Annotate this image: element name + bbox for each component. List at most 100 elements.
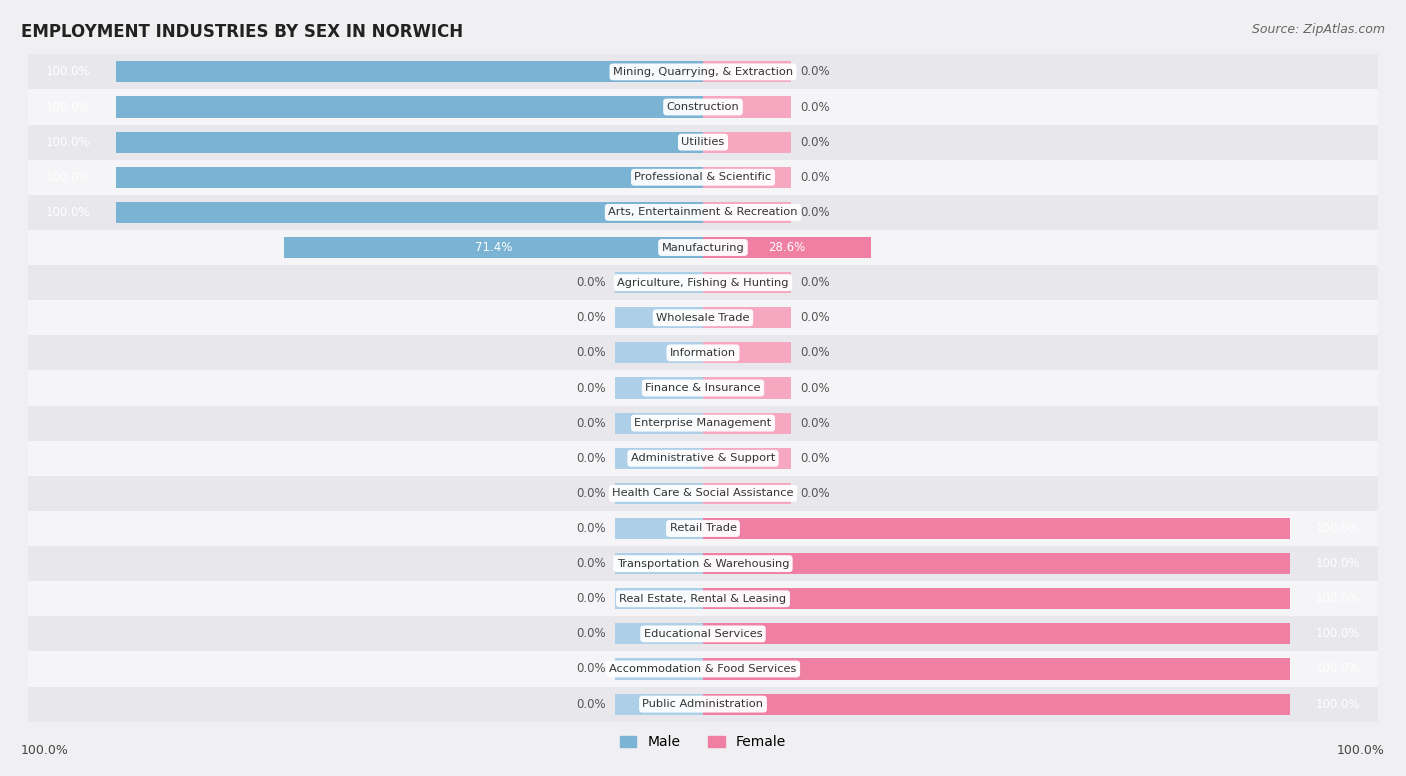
Text: 100.0%: 100.0% <box>1316 592 1360 605</box>
Bar <box>614 483 703 504</box>
Legend: Male, Female: Male, Female <box>614 729 792 755</box>
Bar <box>703 202 792 223</box>
Bar <box>614 553 703 574</box>
Text: 0.0%: 0.0% <box>800 346 830 359</box>
Bar <box>703 483 792 504</box>
Text: 0.0%: 0.0% <box>800 276 830 289</box>
Bar <box>117 132 703 153</box>
Bar <box>28 687 1378 722</box>
Text: 0.0%: 0.0% <box>800 487 830 500</box>
Bar <box>703 342 792 363</box>
Bar <box>28 300 1378 335</box>
Text: 0.0%: 0.0% <box>800 452 830 465</box>
Text: Real Estate, Rental & Leasing: Real Estate, Rental & Leasing <box>620 594 786 604</box>
Text: 100.0%: 100.0% <box>1316 698 1360 711</box>
Text: 0.0%: 0.0% <box>800 101 830 113</box>
Bar <box>28 511 1378 546</box>
Bar <box>703 167 792 188</box>
Bar <box>614 377 703 399</box>
Bar <box>117 96 703 117</box>
Bar <box>117 202 703 223</box>
Text: Agriculture, Fishing & Hunting: Agriculture, Fishing & Hunting <box>617 278 789 288</box>
Text: 100.0%: 100.0% <box>46 206 90 219</box>
Text: 100.0%: 100.0% <box>1337 743 1385 757</box>
Text: Finance & Insurance: Finance & Insurance <box>645 383 761 393</box>
Text: EMPLOYMENT INDUSTRIES BY SEX IN NORWICH: EMPLOYMENT INDUSTRIES BY SEX IN NORWICH <box>21 23 463 41</box>
Text: 100.0%: 100.0% <box>46 65 90 78</box>
Text: Administrative & Support: Administrative & Support <box>631 453 775 463</box>
Bar <box>28 195 1378 230</box>
Bar <box>28 616 1378 651</box>
Bar <box>703 694 1289 715</box>
Bar <box>28 265 1378 300</box>
Bar <box>614 307 703 328</box>
Text: 100.0%: 100.0% <box>1316 663 1360 675</box>
Text: 100.0%: 100.0% <box>46 136 90 149</box>
Bar <box>28 335 1378 370</box>
Bar <box>28 370 1378 406</box>
Bar <box>703 237 870 258</box>
Text: Mining, Quarrying, & Extraction: Mining, Quarrying, & Extraction <box>613 67 793 77</box>
Text: Arts, Entertainment & Recreation: Arts, Entertainment & Recreation <box>609 207 797 217</box>
Text: 0.0%: 0.0% <box>576 276 606 289</box>
Text: Wholesale Trade: Wholesale Trade <box>657 313 749 323</box>
Text: 0.0%: 0.0% <box>800 206 830 219</box>
Text: Transportation & Warehousing: Transportation & Warehousing <box>617 559 789 569</box>
Bar <box>614 448 703 469</box>
Bar <box>28 89 1378 125</box>
Text: 0.0%: 0.0% <box>576 346 606 359</box>
Bar <box>28 476 1378 511</box>
Bar <box>117 61 703 82</box>
Bar <box>703 377 792 399</box>
Text: Retail Trade: Retail Trade <box>669 524 737 533</box>
Text: Public Administration: Public Administration <box>643 699 763 709</box>
Text: 0.0%: 0.0% <box>576 311 606 324</box>
Bar <box>703 623 1289 644</box>
Bar <box>28 581 1378 616</box>
Text: 0.0%: 0.0% <box>576 698 606 711</box>
Text: 0.0%: 0.0% <box>800 382 830 394</box>
Bar <box>703 659 1289 680</box>
Text: 0.0%: 0.0% <box>576 663 606 675</box>
Bar <box>703 272 792 293</box>
Bar <box>703 307 792 328</box>
Bar <box>703 413 792 434</box>
Bar <box>614 694 703 715</box>
Bar <box>703 588 1289 609</box>
Bar <box>614 342 703 363</box>
Bar <box>614 413 703 434</box>
Bar <box>117 167 703 188</box>
Bar <box>28 160 1378 195</box>
Text: 0.0%: 0.0% <box>800 65 830 78</box>
Bar <box>703 96 792 117</box>
Bar <box>28 546 1378 581</box>
Text: 0.0%: 0.0% <box>576 522 606 535</box>
Text: 0.0%: 0.0% <box>576 417 606 430</box>
Text: Health Care & Social Assistance: Health Care & Social Assistance <box>612 488 794 498</box>
Text: Information: Information <box>669 348 737 358</box>
Text: 0.0%: 0.0% <box>576 627 606 640</box>
Text: 0.0%: 0.0% <box>576 557 606 570</box>
Text: Manufacturing: Manufacturing <box>662 243 744 252</box>
Text: 0.0%: 0.0% <box>576 592 606 605</box>
Text: 100.0%: 100.0% <box>1316 522 1360 535</box>
Text: Professional & Scientific: Professional & Scientific <box>634 172 772 182</box>
Text: 0.0%: 0.0% <box>576 452 606 465</box>
Bar <box>703 132 792 153</box>
Text: 0.0%: 0.0% <box>800 417 830 430</box>
Bar <box>28 441 1378 476</box>
Text: 100.0%: 100.0% <box>46 171 90 184</box>
Bar <box>28 406 1378 441</box>
Bar <box>28 651 1378 687</box>
Bar <box>703 553 1289 574</box>
Text: 0.0%: 0.0% <box>800 136 830 149</box>
Text: 100.0%: 100.0% <box>46 101 90 113</box>
Text: 0.0%: 0.0% <box>576 487 606 500</box>
Text: 0.0%: 0.0% <box>800 171 830 184</box>
Bar <box>28 125 1378 160</box>
Text: Educational Services: Educational Services <box>644 629 762 639</box>
Text: 0.0%: 0.0% <box>800 311 830 324</box>
Text: 100.0%: 100.0% <box>1316 557 1360 570</box>
Bar <box>703 61 792 82</box>
Bar <box>614 659 703 680</box>
